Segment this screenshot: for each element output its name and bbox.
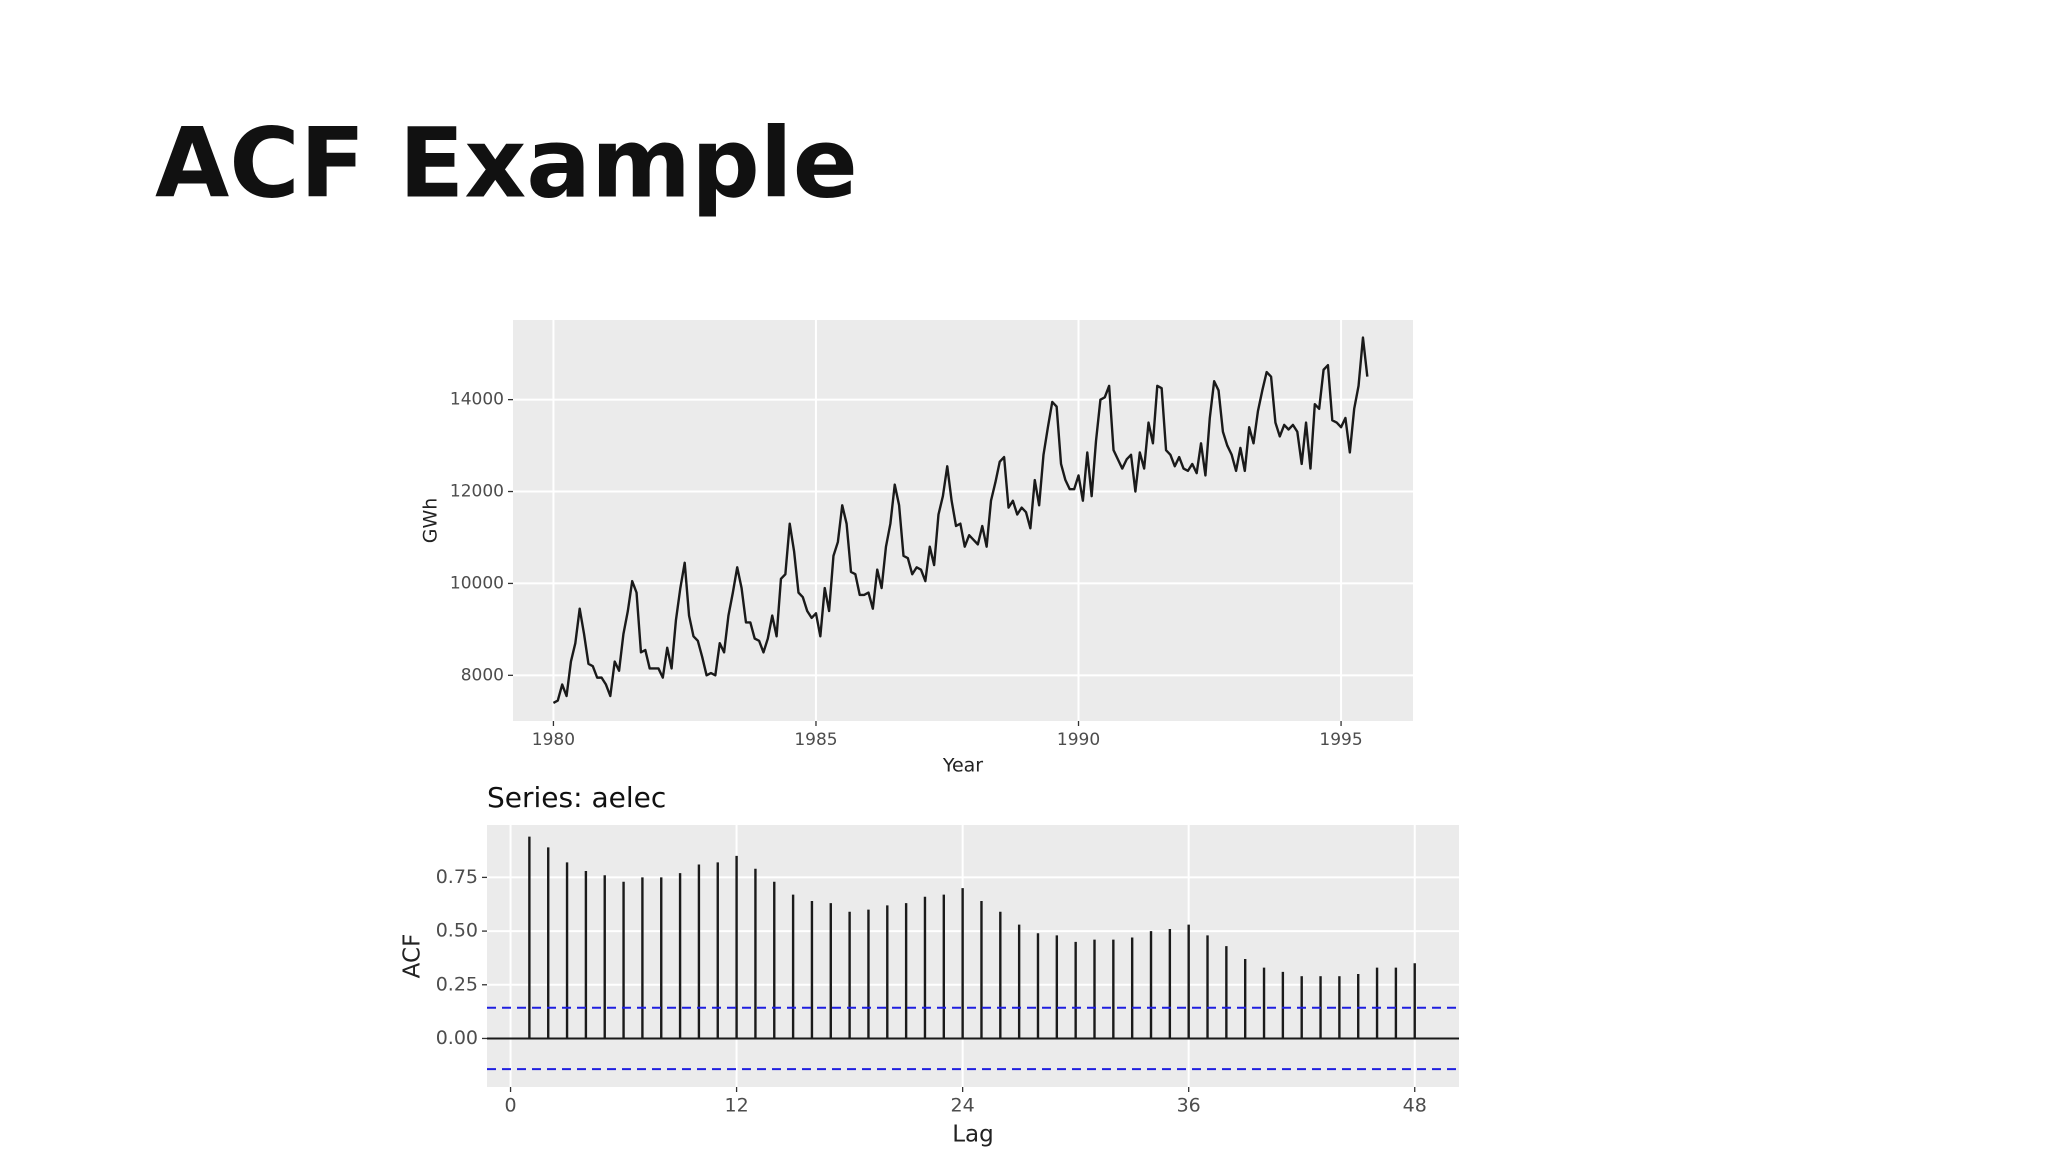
- x-tick-label: 1980: [532, 730, 575, 750]
- x-tick-label: 24: [951, 1095, 975, 1117]
- y-axis-title: ACF: [400, 934, 426, 979]
- x-tick-label: 48: [1403, 1095, 1427, 1117]
- chart-title: Series: aelec: [487, 781, 666, 814]
- y-axis-title: GWh: [420, 498, 442, 544]
- y-tick-label: 10000: [450, 573, 504, 593]
- plot-panel: [487, 825, 1459, 1087]
- x-tick-label: 0: [504, 1095, 516, 1117]
- y-tick-label: 12000: [450, 482, 504, 502]
- x-tick-label: 36: [1177, 1095, 1201, 1117]
- series-line: [552, 336, 1369, 704]
- y-tick-label: 0.50: [436, 920, 478, 942]
- x-axis-title: Year: [942, 755, 983, 777]
- x-tick-label: 12: [724, 1095, 748, 1117]
- y-tick-label: 14000: [450, 390, 504, 410]
- y-tick-label: 0.00: [436, 1027, 478, 1049]
- slide-title: ACF Example: [155, 107, 858, 219]
- x-tick-label: 1985: [794, 730, 837, 750]
- x-axis-title: Lag: [952, 1122, 994, 1148]
- x-tick-label: 1990: [1057, 730, 1100, 750]
- y-tick-label: 8000: [461, 665, 504, 685]
- x-tick-label: 1995: [1319, 730, 1362, 750]
- y-tick-label: 0.25: [436, 973, 478, 995]
- y-tick-label: 0.75: [436, 866, 478, 888]
